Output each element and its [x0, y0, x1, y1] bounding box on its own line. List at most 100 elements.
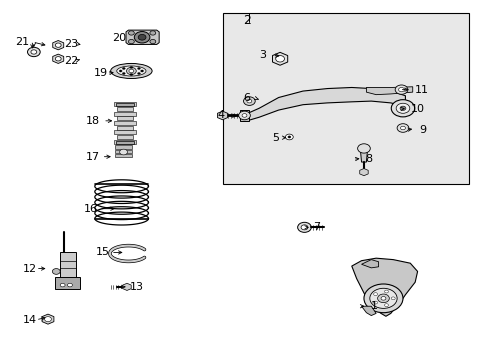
- Polygon shape: [272, 52, 287, 65]
- Circle shape: [243, 97, 255, 105]
- Circle shape: [44, 317, 51, 321]
- Circle shape: [67, 283, 72, 287]
- Bar: [55, 277, 80, 289]
- Circle shape: [357, 144, 369, 153]
- Text: 1: 1: [370, 301, 378, 311]
- Bar: [60, 252, 76, 279]
- Polygon shape: [246, 87, 405, 121]
- Circle shape: [380, 297, 385, 300]
- Circle shape: [128, 40, 134, 44]
- Text: 5: 5: [272, 133, 279, 143]
- Ellipse shape: [110, 63, 152, 78]
- Circle shape: [31, 50, 37, 54]
- Polygon shape: [53, 41, 63, 50]
- Circle shape: [27, 47, 40, 57]
- Polygon shape: [122, 283, 131, 291]
- Circle shape: [395, 103, 409, 113]
- Circle shape: [130, 73, 133, 76]
- Text: 17: 17: [86, 152, 100, 162]
- Polygon shape: [351, 258, 417, 316]
- Circle shape: [390, 100, 414, 117]
- Text: 20: 20: [112, 33, 126, 42]
- Polygon shape: [53, 54, 63, 63]
- Text: 18: 18: [86, 116, 100, 126]
- Circle shape: [129, 69, 134, 73]
- Circle shape: [275, 55, 284, 62]
- Text: 13: 13: [130, 282, 143, 292]
- Circle shape: [363, 284, 402, 313]
- Text: 11: 11: [414, 85, 428, 95]
- Bar: [115, 149, 132, 153]
- Text: 10: 10: [410, 104, 425, 114]
- Text: 3: 3: [259, 50, 265, 60]
- Circle shape: [137, 67, 140, 69]
- Bar: [117, 126, 133, 130]
- Polygon shape: [359, 168, 367, 176]
- Circle shape: [137, 72, 140, 75]
- Bar: [114, 121, 136, 125]
- Polygon shape: [366, 87, 412, 95]
- Circle shape: [150, 40, 156, 44]
- Bar: [117, 135, 133, 139]
- Bar: [114, 130, 136, 134]
- Circle shape: [373, 293, 377, 296]
- Bar: [222, 13, 468, 184]
- Text: 19: 19: [93, 68, 107, 78]
- Circle shape: [128, 31, 134, 35]
- Text: 14: 14: [22, 315, 37, 325]
- Circle shape: [52, 269, 60, 274]
- Circle shape: [297, 222, 311, 232]
- Polygon shape: [361, 260, 378, 268]
- Polygon shape: [361, 306, 375, 316]
- Polygon shape: [42, 314, 54, 324]
- Circle shape: [384, 304, 387, 307]
- Circle shape: [384, 290, 387, 293]
- Text: 21: 21: [15, 37, 29, 47]
- Circle shape: [369, 288, 396, 309]
- Circle shape: [126, 67, 136, 75]
- Circle shape: [394, 85, 407, 94]
- Bar: [115, 145, 132, 149]
- Text: 7: 7: [312, 222, 319, 232]
- Bar: [117, 116, 133, 120]
- Polygon shape: [359, 146, 367, 162]
- Circle shape: [373, 301, 377, 304]
- Bar: [115, 154, 132, 157]
- Text: 15: 15: [96, 247, 109, 257]
- Bar: [114, 140, 136, 144]
- Bar: [114, 102, 136, 106]
- Text: 22: 22: [64, 55, 78, 66]
- Circle shape: [122, 67, 125, 69]
- Circle shape: [398, 87, 404, 92]
- Text: 16: 16: [83, 204, 98, 214]
- Polygon shape: [217, 111, 227, 120]
- Text: 12: 12: [22, 264, 37, 274]
- Circle shape: [120, 149, 127, 155]
- Text: 4: 4: [217, 111, 224, 121]
- Circle shape: [396, 124, 408, 132]
- Text: 9: 9: [418, 125, 426, 135]
- Ellipse shape: [117, 66, 146, 76]
- Circle shape: [246, 99, 251, 103]
- Bar: [116, 141, 134, 144]
- Circle shape: [60, 283, 65, 287]
- Circle shape: [285, 134, 293, 140]
- Circle shape: [301, 225, 307, 230]
- Circle shape: [119, 70, 122, 72]
- Circle shape: [238, 111, 250, 120]
- Circle shape: [242, 114, 246, 117]
- Circle shape: [287, 136, 290, 138]
- Text: 2: 2: [243, 14, 251, 27]
- Circle shape: [150, 31, 156, 35]
- Text: 8: 8: [365, 154, 372, 164]
- Circle shape: [141, 70, 143, 72]
- Circle shape: [134, 32, 150, 43]
- Circle shape: [399, 106, 405, 111]
- Text: 6: 6: [243, 93, 249, 103]
- Circle shape: [400, 126, 405, 130]
- Circle shape: [138, 35, 146, 40]
- Text: 23: 23: [64, 39, 78, 49]
- Circle shape: [390, 297, 394, 300]
- Circle shape: [377, 294, 388, 303]
- Circle shape: [55, 43, 61, 47]
